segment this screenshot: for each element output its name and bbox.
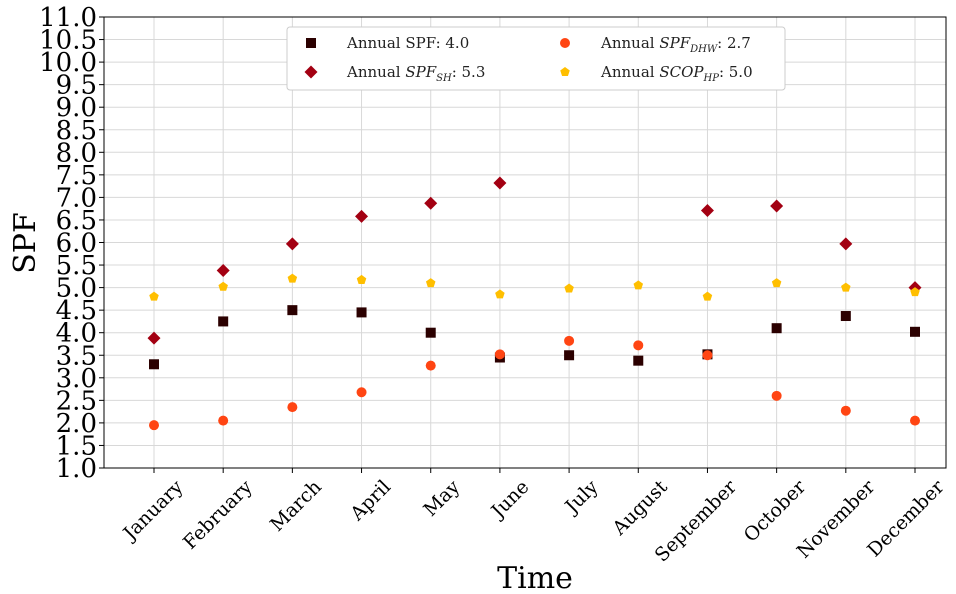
y-tick-label: 8.0 (56, 138, 97, 168)
legend-box (286, 26, 786, 91)
y-tick-label: 6.0 (56, 229, 97, 259)
x-axis-title: Time (497, 561, 573, 594)
y-tick-label: 8.5 (56, 116, 97, 146)
legend-marker (560, 67, 570, 77)
y-tick-label: 6.5 (56, 206, 97, 236)
y-axis-title: SPF (8, 212, 43, 274)
y-tick-label: 4.5 (56, 296, 97, 326)
legend-label: Annual SCOPHP: 5.0 (600, 63, 753, 84)
data-point (493, 176, 507, 190)
x-tick-label: June (486, 476, 534, 524)
y-tick-label: 7.5 (56, 161, 97, 191)
legend-marker (560, 38, 570, 48)
data-point (910, 326, 920, 337)
x-tick-label: January (118, 476, 188, 546)
y-tick-label: 4.0 (56, 319, 97, 349)
series-1 (147, 176, 922, 345)
data-point (702, 291, 713, 301)
data-point (633, 355, 644, 366)
data-point (356, 387, 367, 398)
data-point (356, 307, 367, 318)
x-tick-label: April (345, 476, 395, 526)
y-tick-label: 11.0 (39, 3, 97, 33)
legend-label: Annual SPFDHW: 2.7 (600, 34, 751, 55)
data-point (564, 350, 575, 361)
data-point (910, 287, 920, 297)
data-point (702, 350, 713, 361)
y-tick-label: 3.0 (56, 364, 97, 394)
data-point (771, 323, 782, 334)
data-point (218, 316, 229, 327)
x-tick-label: July (560, 476, 603, 519)
data-point (494, 349, 505, 360)
legend-label: Annual SPFSH: 5.3 (346, 63, 485, 84)
x-tick-label: February (179, 476, 257, 554)
data-point (564, 335, 575, 346)
data-point (287, 402, 298, 413)
x-tick-label: August (608, 476, 672, 540)
legend-marker (306, 38, 316, 48)
data-point (149, 359, 159, 370)
y-tick-label: 5.0 (56, 274, 97, 304)
data-markers (147, 176, 922, 431)
data-point (564, 283, 574, 293)
series-2 (149, 335, 920, 431)
y-axis-ticks: 1.01.52.02.53.03.54.04.55.05.56.06.57.07… (39, 3, 104, 484)
series-3 (149, 273, 920, 301)
data-point (771, 278, 782, 288)
data-point (425, 327, 436, 338)
data-point (840, 405, 851, 416)
y-tick-label: 9.0 (56, 93, 97, 123)
data-point (839, 237, 853, 251)
data-point (216, 263, 230, 277)
y-tick-label: 10.5 (39, 26, 97, 56)
y-tick-label: 1.0 (56, 454, 97, 484)
data-point (425, 360, 436, 371)
data-point (771, 390, 782, 401)
data-point (770, 199, 784, 213)
data-point (841, 282, 851, 292)
y-tick-label: 3.5 (56, 341, 97, 371)
data-point (633, 280, 644, 290)
y-tick-label: 7.0 (56, 183, 97, 213)
data-point (355, 209, 369, 223)
data-point (149, 291, 159, 301)
data-point (840, 311, 851, 322)
data-point (425, 278, 436, 288)
x-tick-label: May (419, 476, 464, 521)
data-point (287, 305, 298, 316)
data-point (633, 340, 644, 351)
data-point (149, 420, 159, 431)
data-point (424, 196, 438, 210)
data-point (218, 281, 228, 291)
legend: Annual SPF: 4.0 Annual SPFSH: 5.3 Annual S… (286, 26, 786, 91)
y-tick-label: 1.5 (56, 431, 97, 461)
legend-marker (304, 65, 318, 79)
data-point (910, 415, 920, 426)
y-tick-label: 10.0 (39, 48, 97, 78)
data-point (495, 289, 505, 299)
data-point (356, 274, 367, 284)
data-point (285, 237, 299, 251)
x-tick-label: March (266, 476, 326, 536)
y-tick-label: 2.5 (56, 386, 97, 416)
series-0 (149, 305, 920, 370)
data-point (147, 331, 161, 345)
legend-label: Annual SPF: 4.0 (346, 34, 469, 52)
data-point (700, 203, 714, 217)
y-tick-label: 2.0 (56, 409, 97, 439)
data-point (287, 273, 298, 283)
data-point (218, 415, 229, 426)
y-tick-label: 5.5 (56, 251, 97, 281)
y-tick-label: 9.5 (56, 71, 97, 101)
x-tick-label: October (740, 475, 811, 546)
